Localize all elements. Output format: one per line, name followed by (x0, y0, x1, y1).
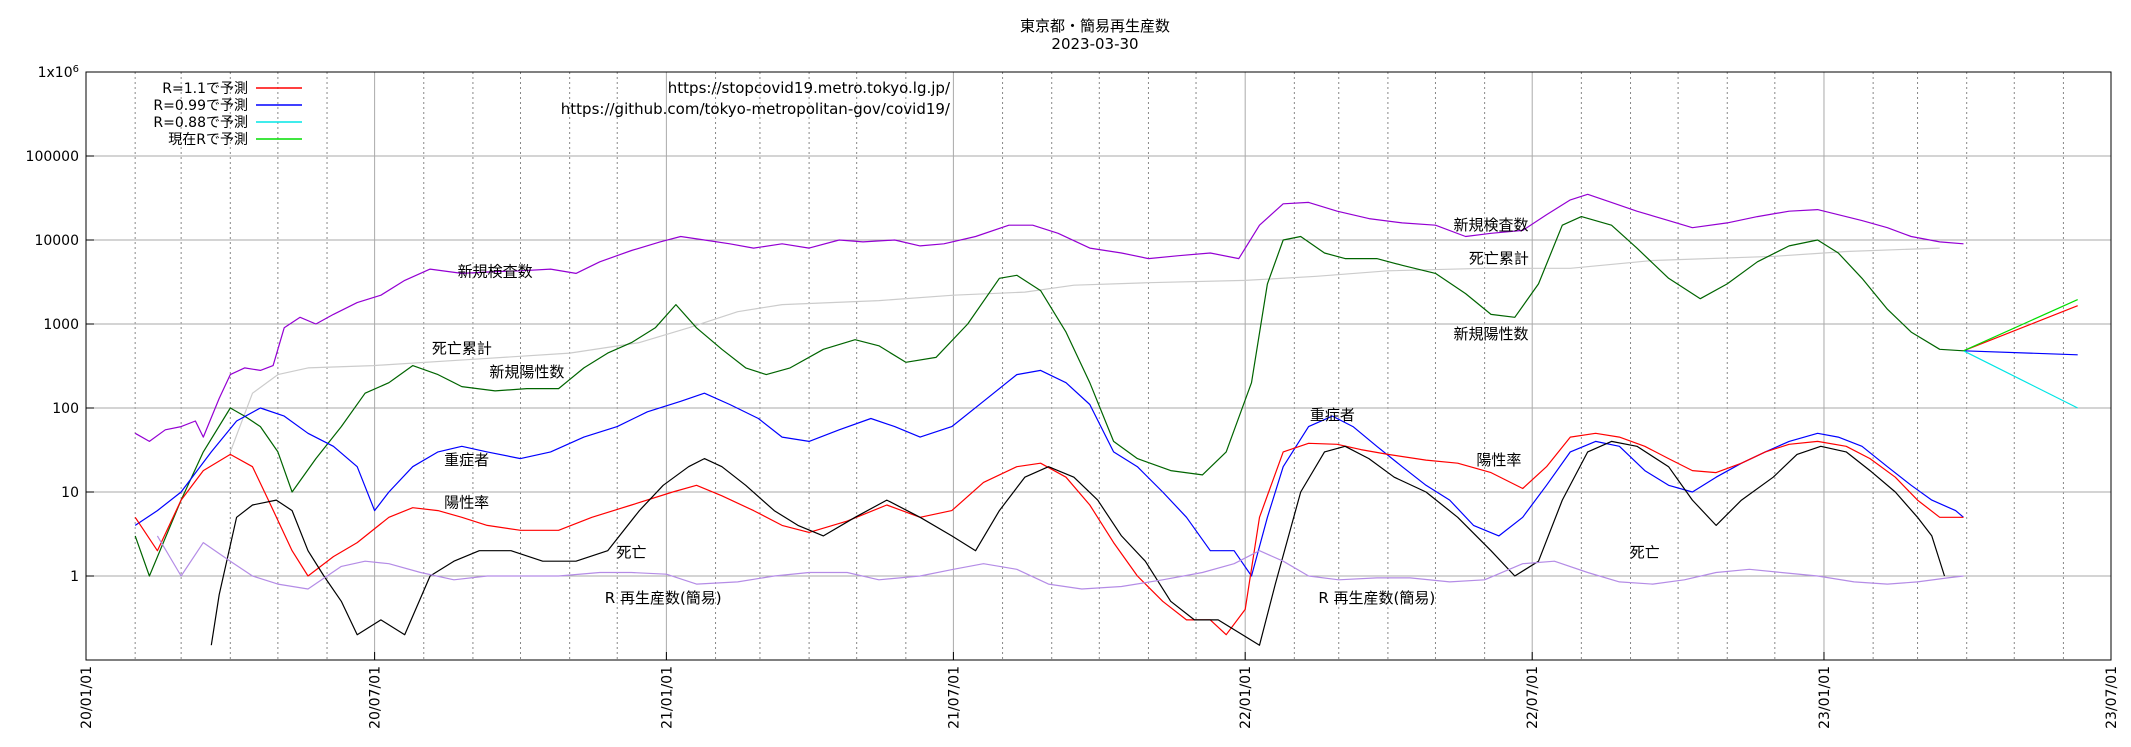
x-tick-label: 22/01/01 (1238, 666, 1254, 729)
series-line-4 (134, 432, 1964, 636)
legend-label: R=0.88で予測 (153, 115, 248, 131)
y-tick-exponent: 6 (73, 64, 79, 75)
x-tick-label: 21/07/01 (946, 666, 962, 729)
series-annotation: 新規検査数 (1453, 216, 1528, 234)
series-annotation: R 再生産数(簡易) (1318, 589, 1435, 607)
chart-subtitle: 2023-03-30 (1051, 35, 1138, 53)
series-line-10 (1963, 299, 2078, 352)
series-line-9 (1963, 350, 2078, 409)
x-tick-label: 23/07/01 (2104, 666, 2120, 729)
series-annotation: 陽性率 (1476, 451, 1521, 469)
y-tick-label: 1 (70, 569, 79, 585)
y-tick-label: 1x106 (38, 64, 79, 82)
series-annotation: 新規検査数 (458, 263, 533, 281)
legend-label: 現在Rで予測 (168, 132, 248, 148)
series-annotation: 新規陽性数 (489, 363, 564, 381)
plot-frame (85, 71, 2112, 661)
legend-label: R=1.1で予測 (162, 81, 248, 97)
x-tick-label: 21/01/01 (659, 666, 675, 729)
series-annotation: R 再生産数(簡易) (605, 589, 722, 607)
series-line-3 (134, 369, 1964, 577)
series-annotation: 死亡 (1630, 544, 1660, 562)
y-tick-label: 10000 (34, 233, 79, 249)
y-tick-label: 10 (61, 485, 79, 501)
series-layer (134, 193, 2078, 646)
series-annotation: 死亡累計 (432, 340, 492, 358)
series-line-6 (156, 535, 1964, 590)
x-tick-label: 20/01/01 (79, 666, 95, 729)
chart-title: 東京都・簡易再生産数 (1020, 17, 1170, 35)
source-url-1: https://stopcovid19.metro.tokyo.lg.jp/ (668, 79, 951, 97)
x-tick-label: 20/07/01 (368, 666, 384, 729)
series-annotation: 死亡 (616, 544, 646, 562)
source-url-2: https://github.com/tokyo-metropolitan-go… (561, 100, 951, 118)
series-line-5 (210, 440, 1946, 646)
y-axis-ticks: 1 10 100 1000 10000 100000 1x106 (26, 64, 94, 585)
y-tick-label: 100000 (26, 149, 79, 165)
grid-layer (85, 71, 2112, 660)
x-axis-ticks: 20/01/01 20/07/01 21/01/01 21/07/01 22/01/01… (79, 652, 2120, 729)
series-annotation: 死亡累計 (1469, 250, 1529, 268)
series-line-8 (1963, 350, 2078, 356)
y-tick-label: 1000 (43, 317, 79, 333)
series-annotation: 陽性率 (444, 493, 489, 511)
series-line-0 (134, 193, 1964, 442)
series-annotation: 重症者 (444, 451, 489, 469)
x-tick-label: 22/07/01 (1525, 666, 1541, 729)
x-tick-label: 23/01/01 (1817, 666, 1833, 729)
series-annotation: 重症者 (1310, 406, 1355, 424)
y-tick-label: 100 (52, 401, 79, 417)
series-line-2 (134, 216, 1964, 577)
legend-label: R=0.99で予測 (153, 98, 248, 114)
series-line-7 (1963, 305, 2078, 352)
series-annotation: 新規陽性数 (1453, 325, 1528, 343)
series-line-1 (229, 247, 1940, 453)
